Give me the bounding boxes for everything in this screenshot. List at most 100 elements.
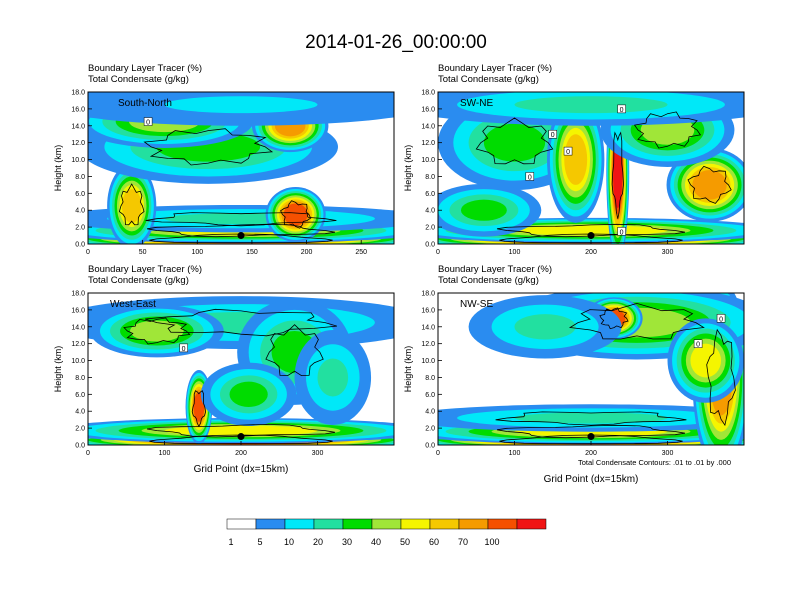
- y-axis-title: Height (km): [53, 145, 63, 192]
- contour-label-box: [617, 227, 626, 236]
- contour-line: [611, 131, 624, 219]
- x-tick-label: 250: [355, 249, 367, 256]
- contour-line: [144, 308, 338, 337]
- y-tick-label: 10.0: [71, 358, 85, 365]
- panel-3-title: Boundary Layer Tracer (%): [88, 264, 203, 275]
- y-tick-label: 4.0: [75, 208, 85, 215]
- contour-label: 0: [696, 342, 700, 349]
- colorbar-label: 30: [341, 537, 352, 547]
- y-tick-label: 14.0: [71, 324, 85, 331]
- y-tick-label: 6.0: [75, 392, 85, 399]
- contour-label: 0: [528, 174, 532, 181]
- colorbar-label: 60: [428, 537, 439, 547]
- y-tick-label: 10.0: [421, 157, 435, 164]
- y-tick-label: 8.0: [425, 375, 435, 382]
- colorbar-label: 40: [370, 537, 381, 547]
- contour-line: [146, 423, 336, 438]
- colorbar-swatch: [342, 518, 373, 530]
- contour-line: [280, 200, 312, 229]
- tracer-feature: [692, 170, 727, 200]
- x-tick-label: 0: [436, 249, 440, 256]
- tracer-feature: [229, 381, 268, 408]
- y-tick-label: 2.0: [425, 225, 435, 232]
- location-marker: [237, 232, 245, 240]
- y-tick-label: 18.0: [71, 291, 85, 298]
- contour-label-box: [617, 104, 626, 114]
- panel-1: 0 South-North 0.0 2.0 4.0 6.0 8.0 10.0 12.0 14.0 1…: [53, 90, 395, 256]
- colorbar-label: 100: [484, 537, 500, 547]
- tracer-field: [438, 293, 744, 445]
- tracer-feature: [483, 123, 546, 162]
- tracer-field: [88, 293, 394, 445]
- contour-line: [149, 434, 333, 445]
- location-marker: [237, 433, 245, 441]
- contour-line: [191, 390, 207, 428]
- tracer-feature: [514, 314, 576, 340]
- y-axis-title: Height (km): [403, 145, 413, 192]
- contour-label-box: [179, 343, 188, 353]
- y-tick-label: 14.0: [421, 123, 435, 130]
- y-axis-title: Height (km): [53, 346, 63, 393]
- y-tick-label: 4.0: [75, 409, 85, 416]
- colorbar-swatch: [313, 518, 344, 530]
- panel-label: SW-NE: [460, 98, 493, 109]
- contour-label-box: [693, 339, 703, 348]
- tracer-field: [438, 92, 744, 244]
- y-tick-label: 8.0: [75, 375, 85, 382]
- tracer-feature: [283, 203, 308, 226]
- y-tick-label: 0.0: [75, 242, 85, 249]
- y-tick-label: 0.0: [425, 443, 435, 450]
- colorbar-label: 1: [228, 537, 234, 547]
- y-tick-label: 12.0: [71, 341, 85, 348]
- x-tick-label: 50: [139, 249, 147, 256]
- x-tick-label: 300: [312, 450, 324, 457]
- y-tick-label: 0.0: [425, 242, 435, 249]
- contour-label: 0: [146, 120, 150, 127]
- contour-line: [633, 111, 702, 149]
- y-tick-label: 2.0: [425, 426, 435, 433]
- contour-line: [149, 233, 333, 244]
- contour-line: [568, 302, 705, 340]
- x-tick-label: 200: [235, 450, 247, 457]
- tracer-feature: [514, 225, 668, 236]
- y-axis-title: Height (km): [403, 346, 413, 393]
- x-tick-label: 100: [509, 450, 521, 457]
- contour-line: [499, 434, 683, 445]
- y-tick-label: 16.0: [71, 307, 85, 314]
- contour-label: 0: [566, 149, 570, 156]
- colorbar-swatch: [458, 518, 489, 530]
- contour-label-box: [563, 146, 573, 156]
- panel-label: South-North: [118, 98, 172, 109]
- x-tick-label: 300: [662, 450, 674, 457]
- colorbar-swatch: [400, 518, 431, 530]
- y-tick-label: 6.0: [425, 392, 435, 399]
- y-tick-label: 6.0: [75, 191, 85, 198]
- colorbar-swatch: [429, 518, 460, 530]
- y-tick-label: 16.0: [71, 106, 85, 113]
- condensate-contours: [123, 308, 338, 445]
- tracer-feature: [317, 358, 349, 397]
- colorbar-label: 10: [283, 537, 294, 547]
- x-tick-label: 100: [191, 249, 203, 256]
- tracer-feature: [514, 96, 668, 114]
- panel-4: 0 0 NW-SE 0.0 2.0 4.0 6.0 8.0 10.0 12.0 14.0 16.0 18…: [403, 291, 745, 457]
- tracer-feature: [564, 134, 588, 185]
- tracer-field: [88, 92, 394, 244]
- x-tick-label: 300: [662, 249, 674, 256]
- contour-label-box: [143, 117, 153, 126]
- y-tick-label: 10.0: [421, 358, 435, 365]
- contour-label: 0: [551, 132, 555, 139]
- y-tick-label: 0.0: [75, 443, 85, 450]
- y-tick-label: 12.0: [421, 341, 435, 348]
- colorbar-label: 50: [399, 537, 410, 547]
- contour-line: [499, 233, 683, 244]
- panel-3-xlabel: Grid Point (dx=15km): [193, 464, 289, 475]
- colorbar-swatch: [487, 518, 518, 530]
- colorbar-swatch: [516, 518, 547, 530]
- contour-note: Total Condensate Contours: .01 to .01 by…: [578, 458, 732, 467]
- contour-line: [143, 128, 274, 166]
- x-tick-label: 0: [436, 450, 440, 457]
- y-tick-label: 18.0: [421, 291, 435, 298]
- contour-line: [495, 411, 687, 426]
